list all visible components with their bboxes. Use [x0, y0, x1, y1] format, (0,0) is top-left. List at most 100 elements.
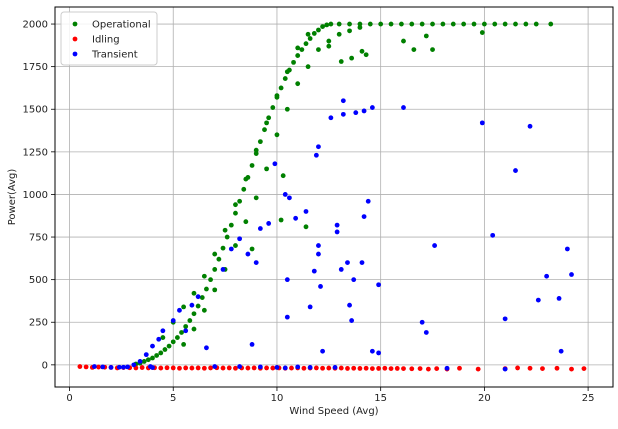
operational-point — [347, 21, 352, 27]
operational-point — [411, 47, 417, 53]
transient-point — [311, 268, 317, 274]
transient-point — [143, 352, 149, 358]
idling-point — [170, 365, 176, 371]
idling-point — [270, 365, 276, 371]
y-tick-label: 2000 — [23, 20, 48, 31]
transient-point — [361, 214, 367, 219]
idling-point — [301, 365, 307, 371]
idling-point — [83, 364, 89, 370]
operational-point — [166, 343, 172, 349]
operational-point — [212, 251, 218, 257]
transient-point — [220, 267, 226, 272]
transient-point — [328, 115, 334, 121]
operational-point — [513, 21, 518, 27]
operational-point — [295, 81, 301, 87]
operational-point — [253, 151, 259, 156]
operational-point — [479, 30, 485, 35]
operational-point — [328, 21, 334, 27]
idling-point — [581, 366, 587, 371]
idling-point — [382, 365, 388, 371]
transient-point — [303, 209, 309, 214]
idling-point — [369, 366, 375, 371]
transient-point — [347, 302, 352, 308]
legend-box — [60, 11, 158, 66]
transient-point — [340, 111, 346, 117]
operational-point — [316, 47, 321, 53]
operational-point — [278, 217, 284, 223]
transient-point — [564, 246, 570, 252]
idling-point — [409, 366, 415, 372]
legend-label-transient: Transient — [91, 50, 138, 61]
operational-point — [359, 48, 365, 54]
operational-point — [349, 55, 355, 61]
transient-point — [558, 348, 564, 354]
operational-point — [303, 41, 309, 47]
legend-marker-operational — [72, 21, 78, 27]
operational-point — [533, 21, 539, 27]
idling-point — [208, 365, 213, 371]
operational-point — [305, 31, 311, 37]
y-tick-label: 1250 — [23, 147, 48, 158]
transient-point — [502, 366, 508, 372]
x-tick-label: 15 — [374, 393, 387, 404]
transient-point — [253, 260, 259, 266]
operational-point — [367, 21, 373, 27]
operational-point — [201, 307, 207, 313]
operational-point — [282, 76, 288, 81]
operational-point — [336, 21, 342, 27]
idling-point — [201, 365, 207, 371]
transient-point — [365, 198, 371, 204]
transient-point — [527, 123, 533, 129]
transient-point — [401, 105, 406, 110]
operational-point — [222, 227, 228, 233]
operational-point — [264, 120, 269, 126]
transient-point — [160, 328, 166, 334]
operational-point — [303, 224, 309, 230]
operational-point — [481, 21, 487, 27]
transient-point — [432, 243, 438, 248]
operational-point — [233, 243, 238, 248]
idling-point — [96, 364, 101, 370]
transient-point — [307, 365, 313, 370]
transient-point — [249, 341, 255, 347]
transient-point — [195, 294, 201, 300]
x-tick-label: 10 — [271, 393, 284, 404]
points-layer — [77, 21, 587, 372]
transient-point — [444, 365, 450, 371]
idling-point — [515, 365, 520, 371]
operational-point — [423, 33, 429, 39]
y-tick-label: 500 — [29, 275, 48, 286]
idling-point — [233, 365, 238, 371]
operational-point — [311, 31, 317, 36]
operational-point — [141, 359, 147, 364]
transient-point — [419, 319, 425, 325]
operational-point — [363, 52, 369, 58]
transient-point — [228, 246, 234, 252]
y-tick-label: 1750 — [23, 62, 48, 73]
legend-marker-transient — [72, 51, 78, 57]
operational-point — [430, 21, 435, 27]
operational-point — [284, 106, 290, 112]
operational-point — [326, 43, 332, 49]
plot-frame — [54, 6, 614, 388]
transient-point — [338, 267, 344, 272]
operational-point — [264, 166, 269, 172]
transient-point — [150, 365, 155, 370]
transient-point — [272, 161, 278, 167]
operational-point — [461, 21, 467, 27]
operational-point — [154, 353, 160, 358]
operational-point — [299, 47, 305, 53]
idling-point — [527, 365, 533, 371]
operational-point — [305, 64, 311, 70]
operational-point — [233, 210, 238, 216]
operational-point — [170, 339, 176, 345]
transient-point — [569, 272, 574, 277]
transient-point — [340, 98, 346, 104]
operational-point — [357, 25, 363, 30]
operational-point — [233, 202, 238, 208]
operational-point — [274, 93, 280, 99]
legend-marker-idling — [72, 36, 78, 42]
